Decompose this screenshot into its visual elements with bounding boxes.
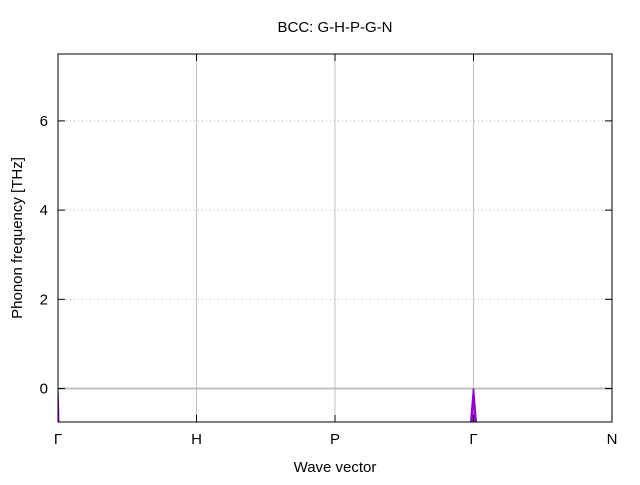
x-tick-label: Γ	[54, 431, 62, 448]
chart-title: BCC: G-H-P-G-N	[278, 19, 393, 36]
y-tick-label: 6	[40, 113, 48, 130]
tick-layer: 0 2 4 6 Γ H P Γ N	[40, 54, 618, 448]
y-tick-label: 4	[40, 202, 48, 219]
grid-layer	[58, 54, 612, 422]
y-axis-label: Phonon frequency [THz]	[9, 157, 26, 319]
x-tick-label: P	[330, 431, 340, 448]
y-tick-label: 0	[40, 381, 48, 398]
x-tick-label: N	[607, 431, 618, 448]
x-axis-label: Wave vector	[294, 459, 377, 476]
y-tick-label: 2	[40, 291, 48, 308]
band-line-2	[471, 388, 476, 422]
x-tick-label: Γ	[469, 431, 477, 448]
x-tick-label: H	[191, 431, 202, 448]
